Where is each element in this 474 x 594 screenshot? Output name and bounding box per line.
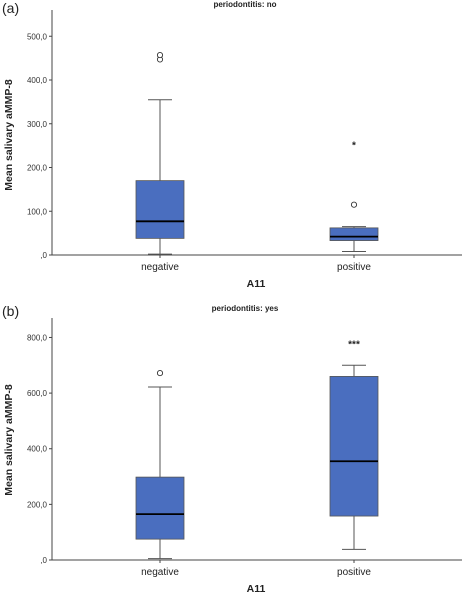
extreme-point: * <box>352 140 356 151</box>
category-label: negative <box>141 262 179 273</box>
y-tick-label: 100,0 <box>27 207 48 216</box>
x-axis-title: A11 <box>247 278 266 290</box>
panel-label: (b) <box>2 303 19 319</box>
chart-title: periodontitis: yes <box>212 304 279 313</box>
x-axis-title: A11 <box>247 583 266 594</box>
category-label: positive <box>337 262 371 273</box>
panel-b: (b) periodontitis: yes Mean salivary aMM… <box>2 303 462 594</box>
panel-a: (a) periodontitis: no Mean salivary aMMP… <box>2 0 462 290</box>
outlier-point <box>156 370 164 377</box>
y-tick-label: 200,0 <box>27 164 48 173</box>
y-tick-label: 300,0 <box>27 120 48 129</box>
category-label: negative <box>141 567 179 578</box>
panel-label: (a) <box>2 0 19 16</box>
significance-annotation: *** <box>348 339 360 350</box>
category-label: positive <box>337 567 371 578</box>
y-tick-label: 600,0 <box>27 389 48 398</box>
y-tick-label: ,0 <box>40 251 47 260</box>
y-axis-title: Mean salivary aMMP-8 <box>3 384 15 496</box>
y-tick-label: 200,0 <box>27 500 48 509</box>
y-tick-label: 500,0 <box>27 32 48 41</box>
box-positive <box>329 376 379 517</box>
outlier-point <box>156 52 164 59</box>
y-axis-title: Mean salivary aMMP-8 <box>3 79 15 191</box>
outlier-point <box>350 201 358 208</box>
box-negative <box>135 180 185 239</box>
y-tick-label: 400,0 <box>27 76 48 85</box>
y-tick-label: 800,0 <box>27 333 48 342</box>
y-tick-label: 400,0 <box>27 445 48 454</box>
chart-title: periodontitis: no <box>213 0 276 9</box>
box-negative <box>135 476 185 540</box>
plot-area: ,0 200,0 400,0 600,0 800,0 negative positive **… <box>27 318 462 578</box>
box-positive <box>329 227 379 241</box>
y-tick-label: ,0 <box>40 556 47 565</box>
plot-area: ,0 100,0 200,0 300,0 400,0 500,0 negative posit… <box>27 10 462 273</box>
